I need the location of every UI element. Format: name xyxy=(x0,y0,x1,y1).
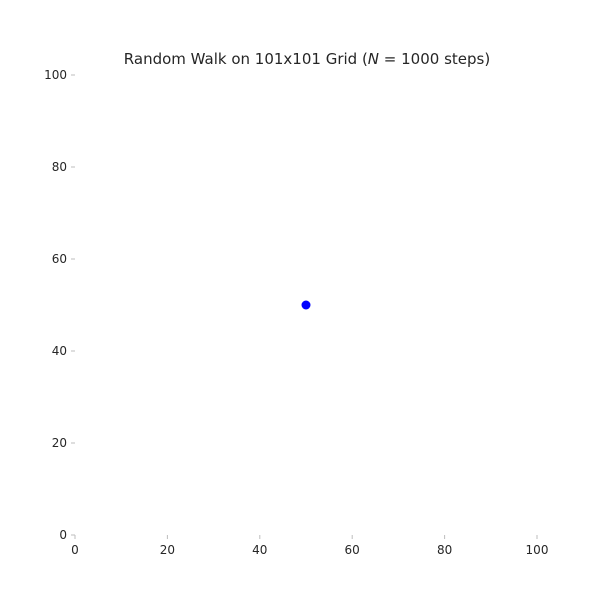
y-tick-label: 100 xyxy=(44,68,67,82)
y-tick-label: 80 xyxy=(52,160,67,174)
y-tick-label: 40 xyxy=(52,344,67,358)
y-tick-label: 20 xyxy=(52,436,67,450)
walker-point xyxy=(301,300,311,310)
x-tick-label: 40 xyxy=(252,543,267,557)
x-tick-label: 80 xyxy=(437,543,452,557)
y-tick-label: 60 xyxy=(52,252,67,266)
x-tick-label: 20 xyxy=(160,543,175,557)
y-axis-ticks: 0 20 40 60 80 100 xyxy=(44,68,75,542)
data-points xyxy=(301,300,311,310)
chart-title: Random Walk on 101x101 Grid (N = 1000 st… xyxy=(124,50,490,68)
x-tick-label: 0 xyxy=(71,543,79,557)
x-tick-label: 100 xyxy=(526,543,549,557)
x-tick-label: 60 xyxy=(345,543,360,557)
x-axis-ticks: 0 20 40 60 80 100 xyxy=(71,535,548,557)
y-tick-label: 0 xyxy=(59,528,67,542)
